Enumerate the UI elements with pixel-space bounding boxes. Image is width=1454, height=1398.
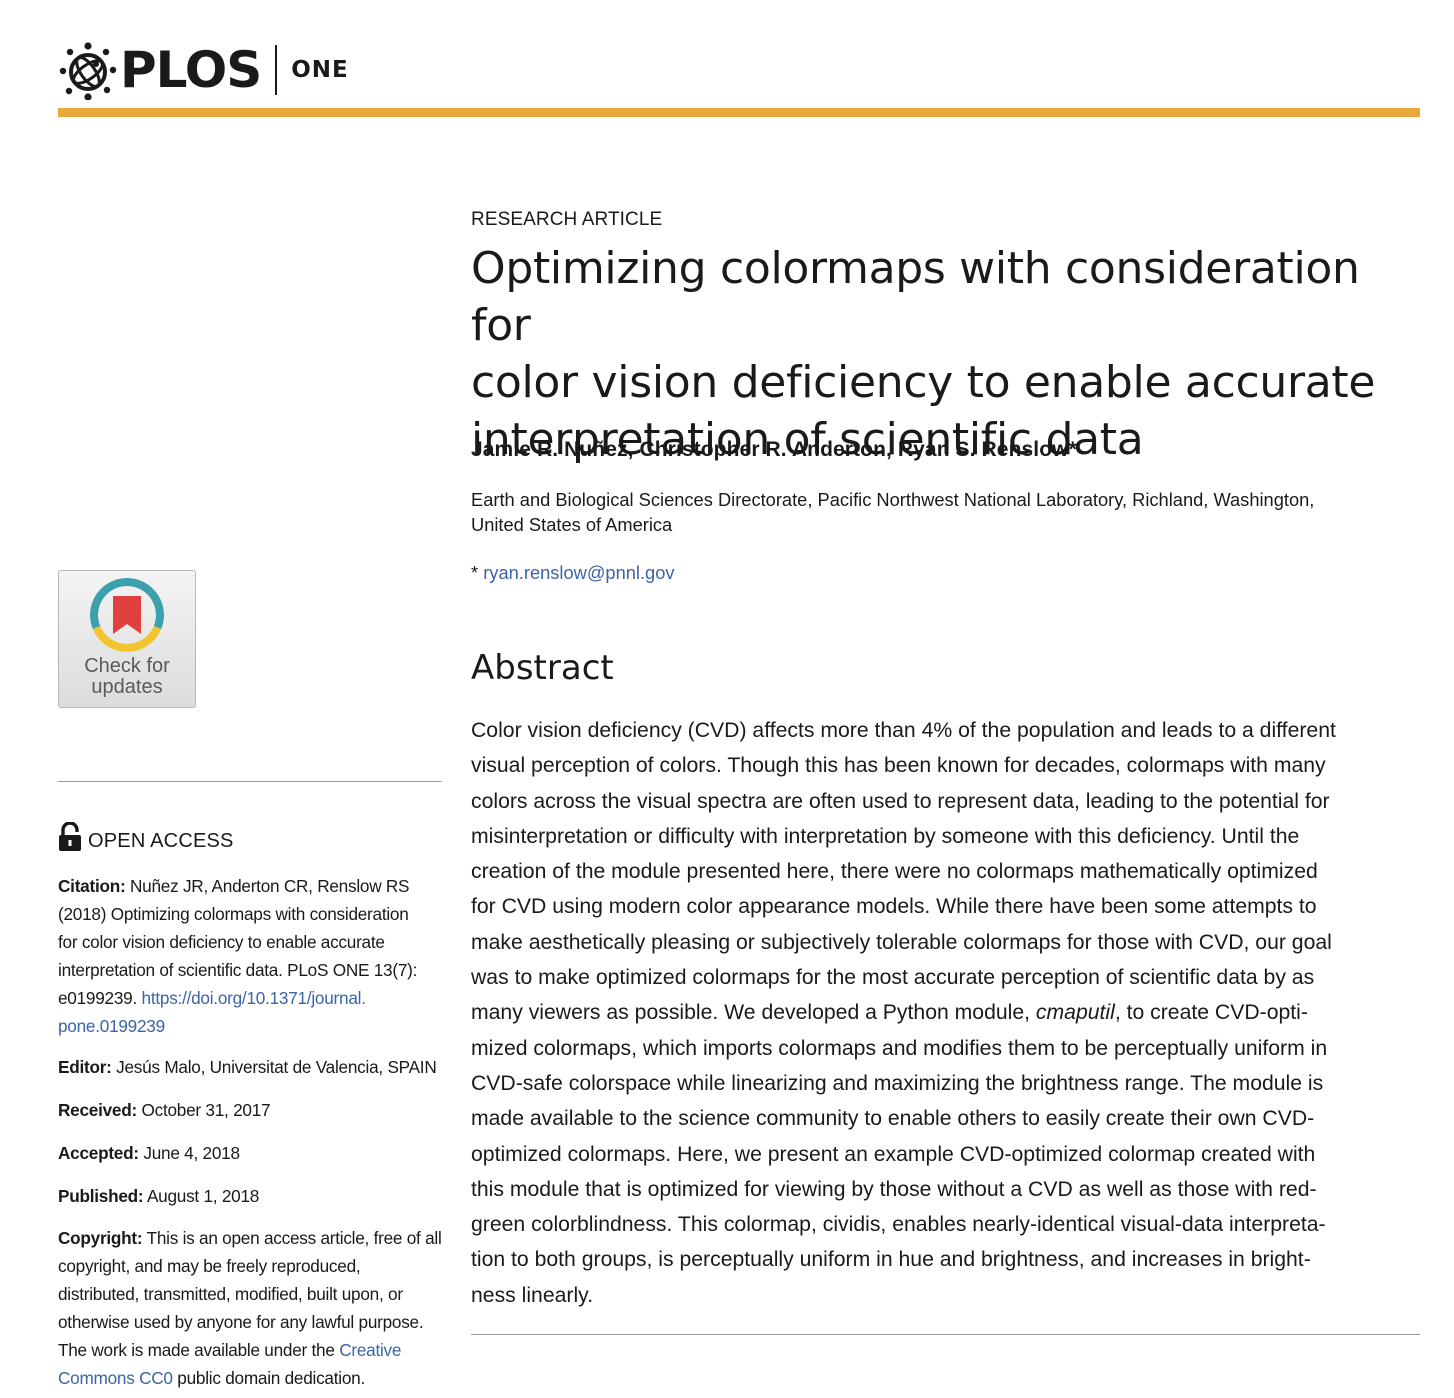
module-name: cmaputil — [1035, 1001, 1115, 1025]
abstract-line: colors across the visual spectra are oft… — [471, 789, 1330, 813]
copyright-block: Copyright: This is an open access articl… — [58, 1228, 442, 1388]
check-for-updates-badge[interactable]: Check for updates — [58, 570, 196, 708]
published-line: Published: August 1, 2018 — [58, 1186, 260, 1206]
author-list: Jamie R. Nuñez, Christopher R. Anderton,… — [471, 438, 1077, 461]
article-title: Optimizing colormaps with consideration … — [471, 243, 1376, 465]
check-for-updates-label: Check for updates — [84, 655, 170, 698]
abstract-line: was to make optimized colormaps for the … — [471, 966, 1315, 990]
affiliation: Earth and Biological Sciences Directorat… — [471, 489, 1315, 535]
journal-name: ONE — [291, 57, 349, 83]
abstract-line: mized colormaps, which imports colormaps… — [471, 1036, 1328, 1060]
abstract-line: CVD-safe colorspace while linearizing an… — [471, 1071, 1324, 1095]
plos-one-logo[interactable]: PLOS ONE — [58, 38, 349, 102]
journal-header: PLOS ONE — [58, 38, 1420, 120]
abstract-line: Color vision deficiency (CVD) affects mo… — [471, 719, 1336, 742]
abstract-line: tion to both groups, is perceptually uni… — [471, 1248, 1311, 1272]
citation-block: Citation: Nuñez JR, Anderton CR, Renslow… — [58, 876, 418, 1036]
abstract-line: made available to the science community … — [471, 1107, 1315, 1131]
abstract-line: visual perception of colors. Though this… — [471, 754, 1326, 778]
check-for-updates-bookmark-icon — [90, 578, 164, 652]
abstract-line: make aesthetically pleasing or subjectiv… — [471, 930, 1332, 954]
abstract-line: ness linearly. — [471, 1283, 594, 1307]
doi-link-continued[interactable]: pone.0199239 — [58, 1016, 165, 1036]
abstract-heading: Abstract — [471, 648, 614, 688]
accepted-line: Accepted: June 4, 2018 — [58, 1143, 240, 1163]
open-access-label: OPEN ACCESS — [58, 822, 234, 852]
header-accent-rule — [58, 108, 1420, 117]
abstract-bottom-rule — [471, 1334, 1420, 1335]
abstract-line: green colorblindness. This colormap, civ… — [471, 1213, 1326, 1237]
abstract-body: Color vision deficiency (CVD) affects mo… — [471, 713, 1421, 1313]
creative-commons-link[interactable]: Creative — [339, 1340, 402, 1360]
plos-globe-icon — [59, 42, 117, 100]
received-line: Received: October 31, 2017 — [58, 1100, 271, 1120]
open-padlock-icon — [59, 822, 81, 851]
abstract-line: misinterpretation or difficulty with int… — [471, 824, 1300, 848]
abstract-line: this module that is optimized for viewin… — [471, 1177, 1317, 1201]
abstract-line: for CVD using modern color appearance mo… — [471, 895, 1317, 919]
editor-line: Editor: Jesús Malo, Universitat de Valen… — [58, 1057, 437, 1077]
brand-name: PLOS — [120, 41, 262, 99]
abstract-line: many viewers as possible. We developed a… — [471, 1001, 1308, 1025]
article-type: RESEARCH ARTICLE — [471, 209, 663, 230]
corresponding-email: * ryan.renslow@pnnl.gov — [471, 562, 675, 583]
creative-commons-link-continued[interactable]: Commons CC0 — [58, 1368, 173, 1388]
logo-divider — [275, 45, 278, 95]
abstract-line: optimized colormaps. Here, we present an… — [471, 1142, 1316, 1166]
doi-link[interactable]: https://doi.org/10.1371/journal. — [141, 988, 366, 1008]
email-link[interactable]: ryan.renslow@pnnl.gov — [483, 562, 675, 583]
abstract-line: creation of the module presented here, t… — [471, 860, 1318, 884]
left-column-divider — [58, 781, 442, 782]
